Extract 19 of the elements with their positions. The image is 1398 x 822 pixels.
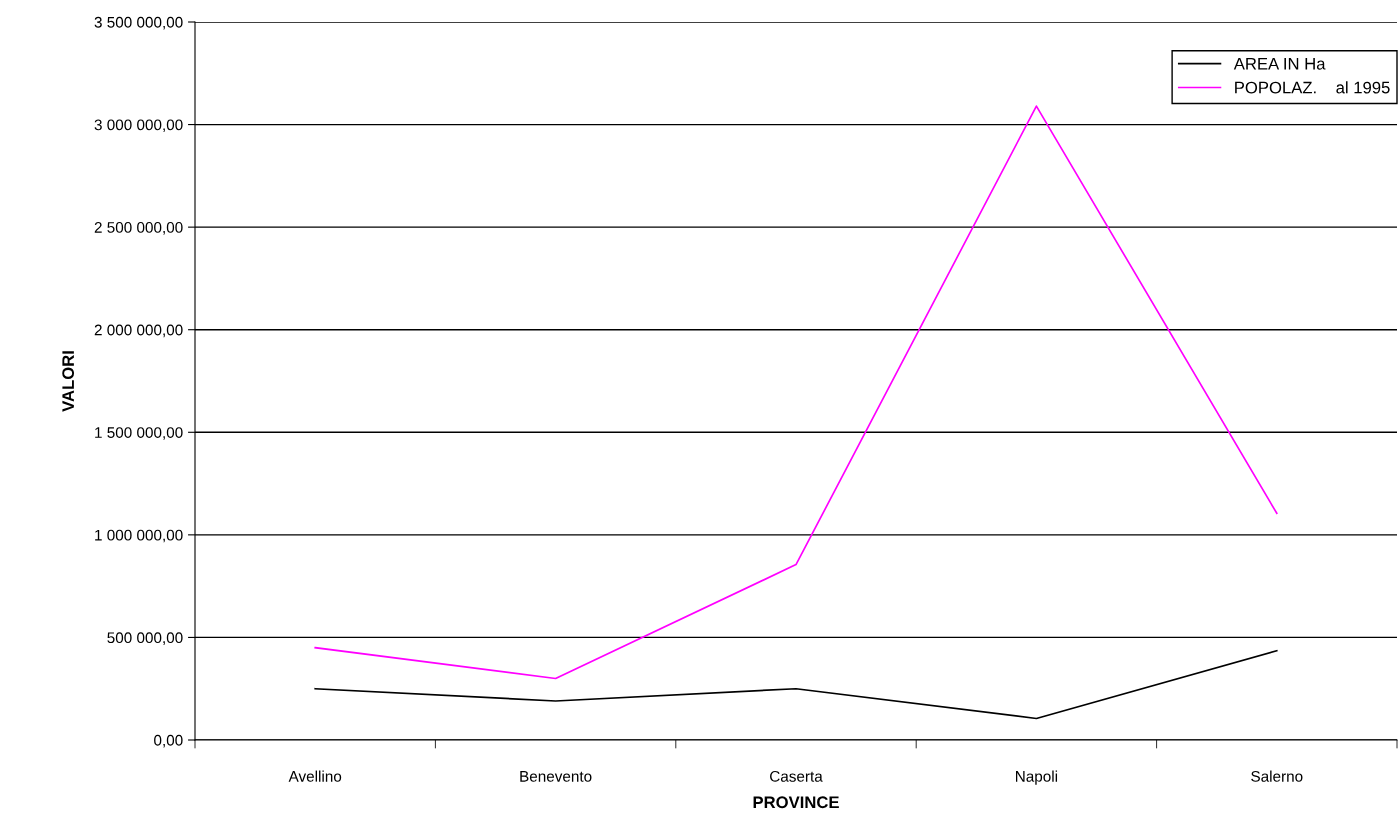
x-tick-label: Benevento [520, 771, 592, 782]
x-tick-label: Salerno [1251, 770, 1303, 782]
y-tick-label: 2 500 000,00 [94, 222, 183, 235]
legend-label: POPOLAZ. al 1995 [1235, 81, 1390, 94]
x-axis-title: PROVINCE [753, 796, 839, 809]
y-tick-label: 3 500 000,00 [94, 16, 183, 30]
line-series [314, 649, 1278, 720]
y-tick-label: 1 500 000,00 [95, 427, 183, 440]
legend-label: AREA IN Ha [1233, 58, 1326, 70]
line-series [314, 105, 1278, 680]
y-tick-label: 500 000,00 [107, 632, 183, 645]
y-tick-label: 0,00 [154, 734, 183, 748]
x-tick-label: Caserta [770, 770, 823, 782]
x-tick-label: Avellino [288, 770, 342, 782]
y-tick-label: 3 000 000,00 [94, 119, 183, 133]
y-tick-label: 2 000 000,00 [94, 324, 183, 338]
y-axis-title: VALORI [62, 351, 75, 412]
x-tick-label: Napoli [1016, 770, 1058, 785]
y-tick-label: 1 000 000,00 [95, 529, 183, 543]
